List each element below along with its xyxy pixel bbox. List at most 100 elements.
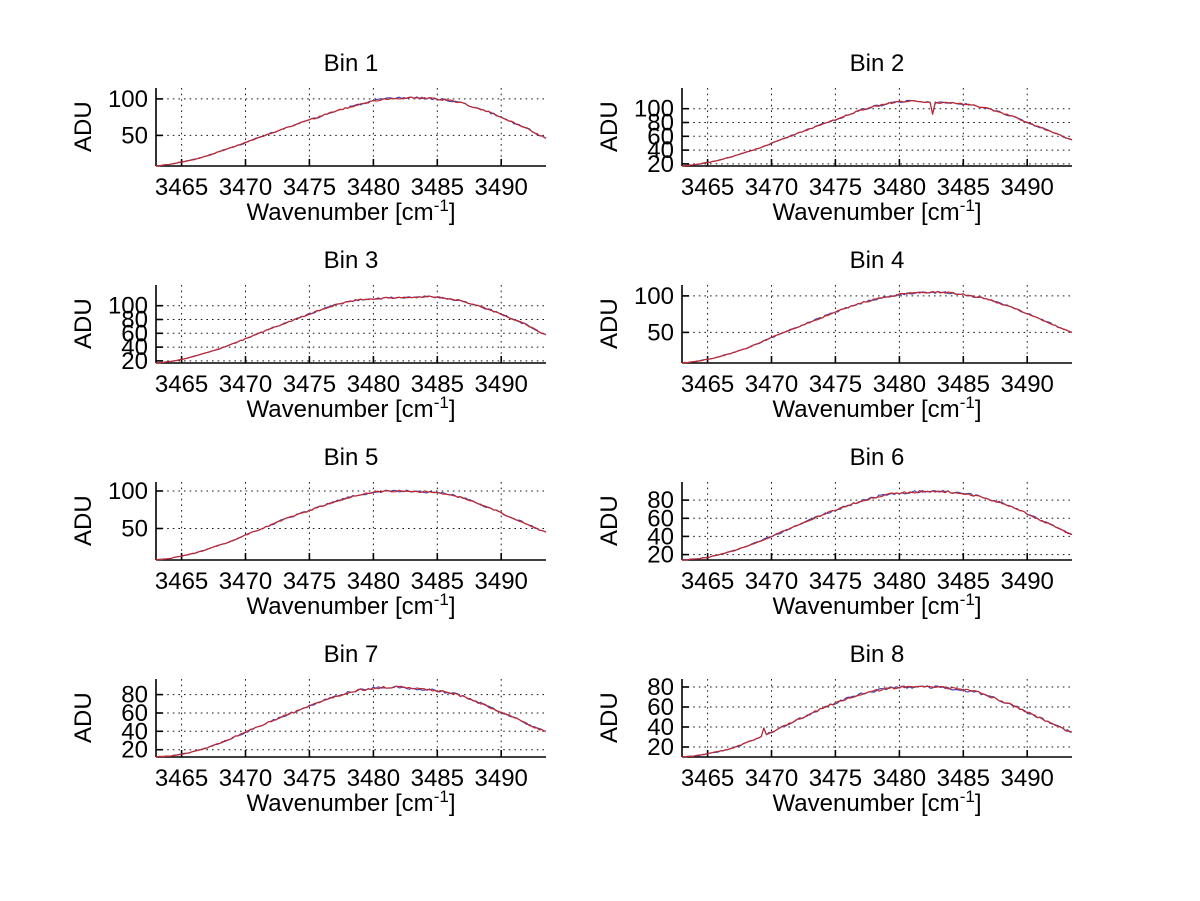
svg-text:3465: 3465 <box>155 765 208 792</box>
svg-text:3465: 3465 <box>155 174 208 201</box>
svg-text:100: 100 <box>108 293 148 320</box>
svg-text:3485: 3485 <box>937 568 990 595</box>
svg-text:60: 60 <box>121 320 148 347</box>
svg-text:3490: 3490 <box>475 174 528 201</box>
svg-text:3470: 3470 <box>219 174 272 201</box>
svg-text:3485: 3485 <box>411 371 464 398</box>
svg-text:40: 40 <box>121 334 148 361</box>
subplot-title: Bin 7 <box>323 641 379 668</box>
plot-area: 20 40 60 80 3465 3470 3475 3480 3485 3490 <box>594 478 1159 608</box>
svg-text:3475: 3475 <box>809 174 862 201</box>
svg-text:3485: 3485 <box>937 371 990 398</box>
subplot-title: Bin 3 <box>323 247 379 274</box>
svg-text:3475: 3475 <box>283 371 336 398</box>
svg-text:100: 100 <box>108 478 148 505</box>
svg-text:40: 40 <box>121 718 148 745</box>
svg-text:3470: 3470 <box>219 765 272 792</box>
svg-text:40: 40 <box>647 714 674 741</box>
svg-text:50: 50 <box>647 319 674 346</box>
subplot-bin-8: Bin 8 ADU 20 40 60 80 3465 3470 3475 3480 3485 34… <box>594 639 1159 836</box>
svg-text:3480: 3480 <box>347 371 400 398</box>
svg-text:50: 50 <box>121 516 148 543</box>
subplot-title: Bin 6 <box>849 444 905 471</box>
x-axis-label: Wavenumber [cm-1] <box>156 590 546 622</box>
plot-svg: 50 100 3465 3470 3475 3480 3485 3490 <box>108 86 547 201</box>
subplot-title: Bin 5 <box>323 444 379 471</box>
svg-text:3480: 3480 <box>873 568 926 595</box>
svg-text:3470: 3470 <box>745 765 798 792</box>
svg-text:3490: 3490 <box>475 371 528 398</box>
x-axis-label-text: Wavenumber [cm <box>772 396 960 423</box>
svg-text:3470: 3470 <box>745 174 798 201</box>
svg-text:3480: 3480 <box>347 568 400 595</box>
x-axis-label-close: ] <box>448 593 456 620</box>
plot-area: 50 100 3465 3470 3475 3480 3485 3490 <box>68 478 633 608</box>
svg-text:3470: 3470 <box>745 568 798 595</box>
x-axis-label-superscript: -1 <box>433 590 449 609</box>
svg-text:80: 80 <box>647 110 674 137</box>
svg-text:3490: 3490 <box>1001 765 1054 792</box>
svg-text:3490: 3490 <box>1001 174 1054 201</box>
svg-text:20: 20 <box>121 348 148 375</box>
subplot-bin-5: Bin 5 ADU 50 100 3465 3470 3475 3480 3485 3490 … <box>68 442 633 639</box>
x-axis-label-close: ] <box>974 790 982 817</box>
x-axis-label-close: ] <box>974 593 982 620</box>
x-axis-label-text: Wavenumber [cm <box>772 199 960 226</box>
svg-text:40: 40 <box>647 137 674 164</box>
svg-text:3465: 3465 <box>681 371 734 398</box>
svg-text:60: 60 <box>647 694 674 721</box>
svg-text:40: 40 <box>647 523 674 550</box>
x-axis-label-superscript: -1 <box>959 787 975 806</box>
svg-text:100: 100 <box>634 283 674 310</box>
svg-text:3485: 3485 <box>937 765 990 792</box>
plot-svg: 50 100 3465 3470 3475 3480 3485 3490 <box>634 283 1073 398</box>
subplot-bin-6: Bin 6 ADU 20 40 60 80 3465 3470 3475 3480 3485 34… <box>594 442 1159 639</box>
svg-text:3485: 3485 <box>411 765 464 792</box>
svg-text:3480: 3480 <box>873 174 926 201</box>
svg-text:3465: 3465 <box>155 371 208 398</box>
svg-text:50: 50 <box>121 122 148 149</box>
svg-text:3465: 3465 <box>681 765 734 792</box>
svg-text:3480: 3480 <box>347 174 400 201</box>
svg-text:60: 60 <box>121 700 148 727</box>
x-axis-label-close: ] <box>448 790 456 817</box>
subplot-bin-3: Bin 3 ADU 20 40 60 80 100 3465 3470 3475 3480 348… <box>68 245 633 442</box>
svg-text:3465: 3465 <box>681 174 734 201</box>
x-axis-label: Wavenumber [cm-1] <box>156 787 546 819</box>
x-axis-label-close: ] <box>974 396 982 423</box>
x-axis-label-text: Wavenumber [cm <box>772 790 960 817</box>
svg-text:60: 60 <box>647 123 674 150</box>
x-axis-label-text: Wavenumber [cm <box>246 790 434 817</box>
x-axis-label-close: ] <box>974 199 982 226</box>
svg-text:3475: 3475 <box>283 568 336 595</box>
svg-text:3465: 3465 <box>681 568 734 595</box>
svg-text:3475: 3475 <box>283 174 336 201</box>
svg-text:3490: 3490 <box>475 568 528 595</box>
x-axis-label: Wavenumber [cm-1] <box>682 787 1072 819</box>
subplot-bin-7: Bin 7 ADU 20 40 60 80 3465 3470 3475 3480 3485 34… <box>68 639 633 836</box>
plot-area: 50 100 3465 3470 3475 3480 3485 3490 <box>68 84 633 214</box>
svg-text:3470: 3470 <box>219 371 272 398</box>
svg-text:3475: 3475 <box>809 371 862 398</box>
x-axis-label: Wavenumber [cm-1] <box>682 394 1072 425</box>
x-axis-label: Wavenumber [cm-1] <box>156 394 546 425</box>
x-axis-label-text: Wavenumber [cm <box>246 396 434 423</box>
svg-text:20: 20 <box>647 734 674 761</box>
svg-text:100: 100 <box>108 86 148 113</box>
x-axis-label: Wavenumber [cm-1] <box>156 197 546 228</box>
subplot-bin-4: Bin 4 ADU 50 100 3465 3470 3475 3480 3485 3490 … <box>594 245 1159 442</box>
svg-text:3485: 3485 <box>411 568 464 595</box>
svg-text:3475: 3475 <box>809 765 862 792</box>
svg-text:3480: 3480 <box>873 765 926 792</box>
svg-text:20: 20 <box>121 737 148 764</box>
plot-area: 20 40 60 80 100 3465 3470 3475 3480 3485 3490 <box>68 281 633 411</box>
svg-text:60: 60 <box>647 505 674 532</box>
x-axis-label-superscript: -1 <box>433 787 449 806</box>
subplot-title: Bin 1 <box>323 50 379 77</box>
x-axis-label-superscript: -1 <box>959 196 975 215</box>
svg-text:3490: 3490 <box>1001 568 1054 595</box>
subplot-title: Bin 4 <box>849 247 905 274</box>
x-axis-label-text: Wavenumber [cm <box>246 199 434 226</box>
plot-area: 20 40 60 80 100 3465 3470 3475 3480 3485 3490 <box>594 84 1159 214</box>
